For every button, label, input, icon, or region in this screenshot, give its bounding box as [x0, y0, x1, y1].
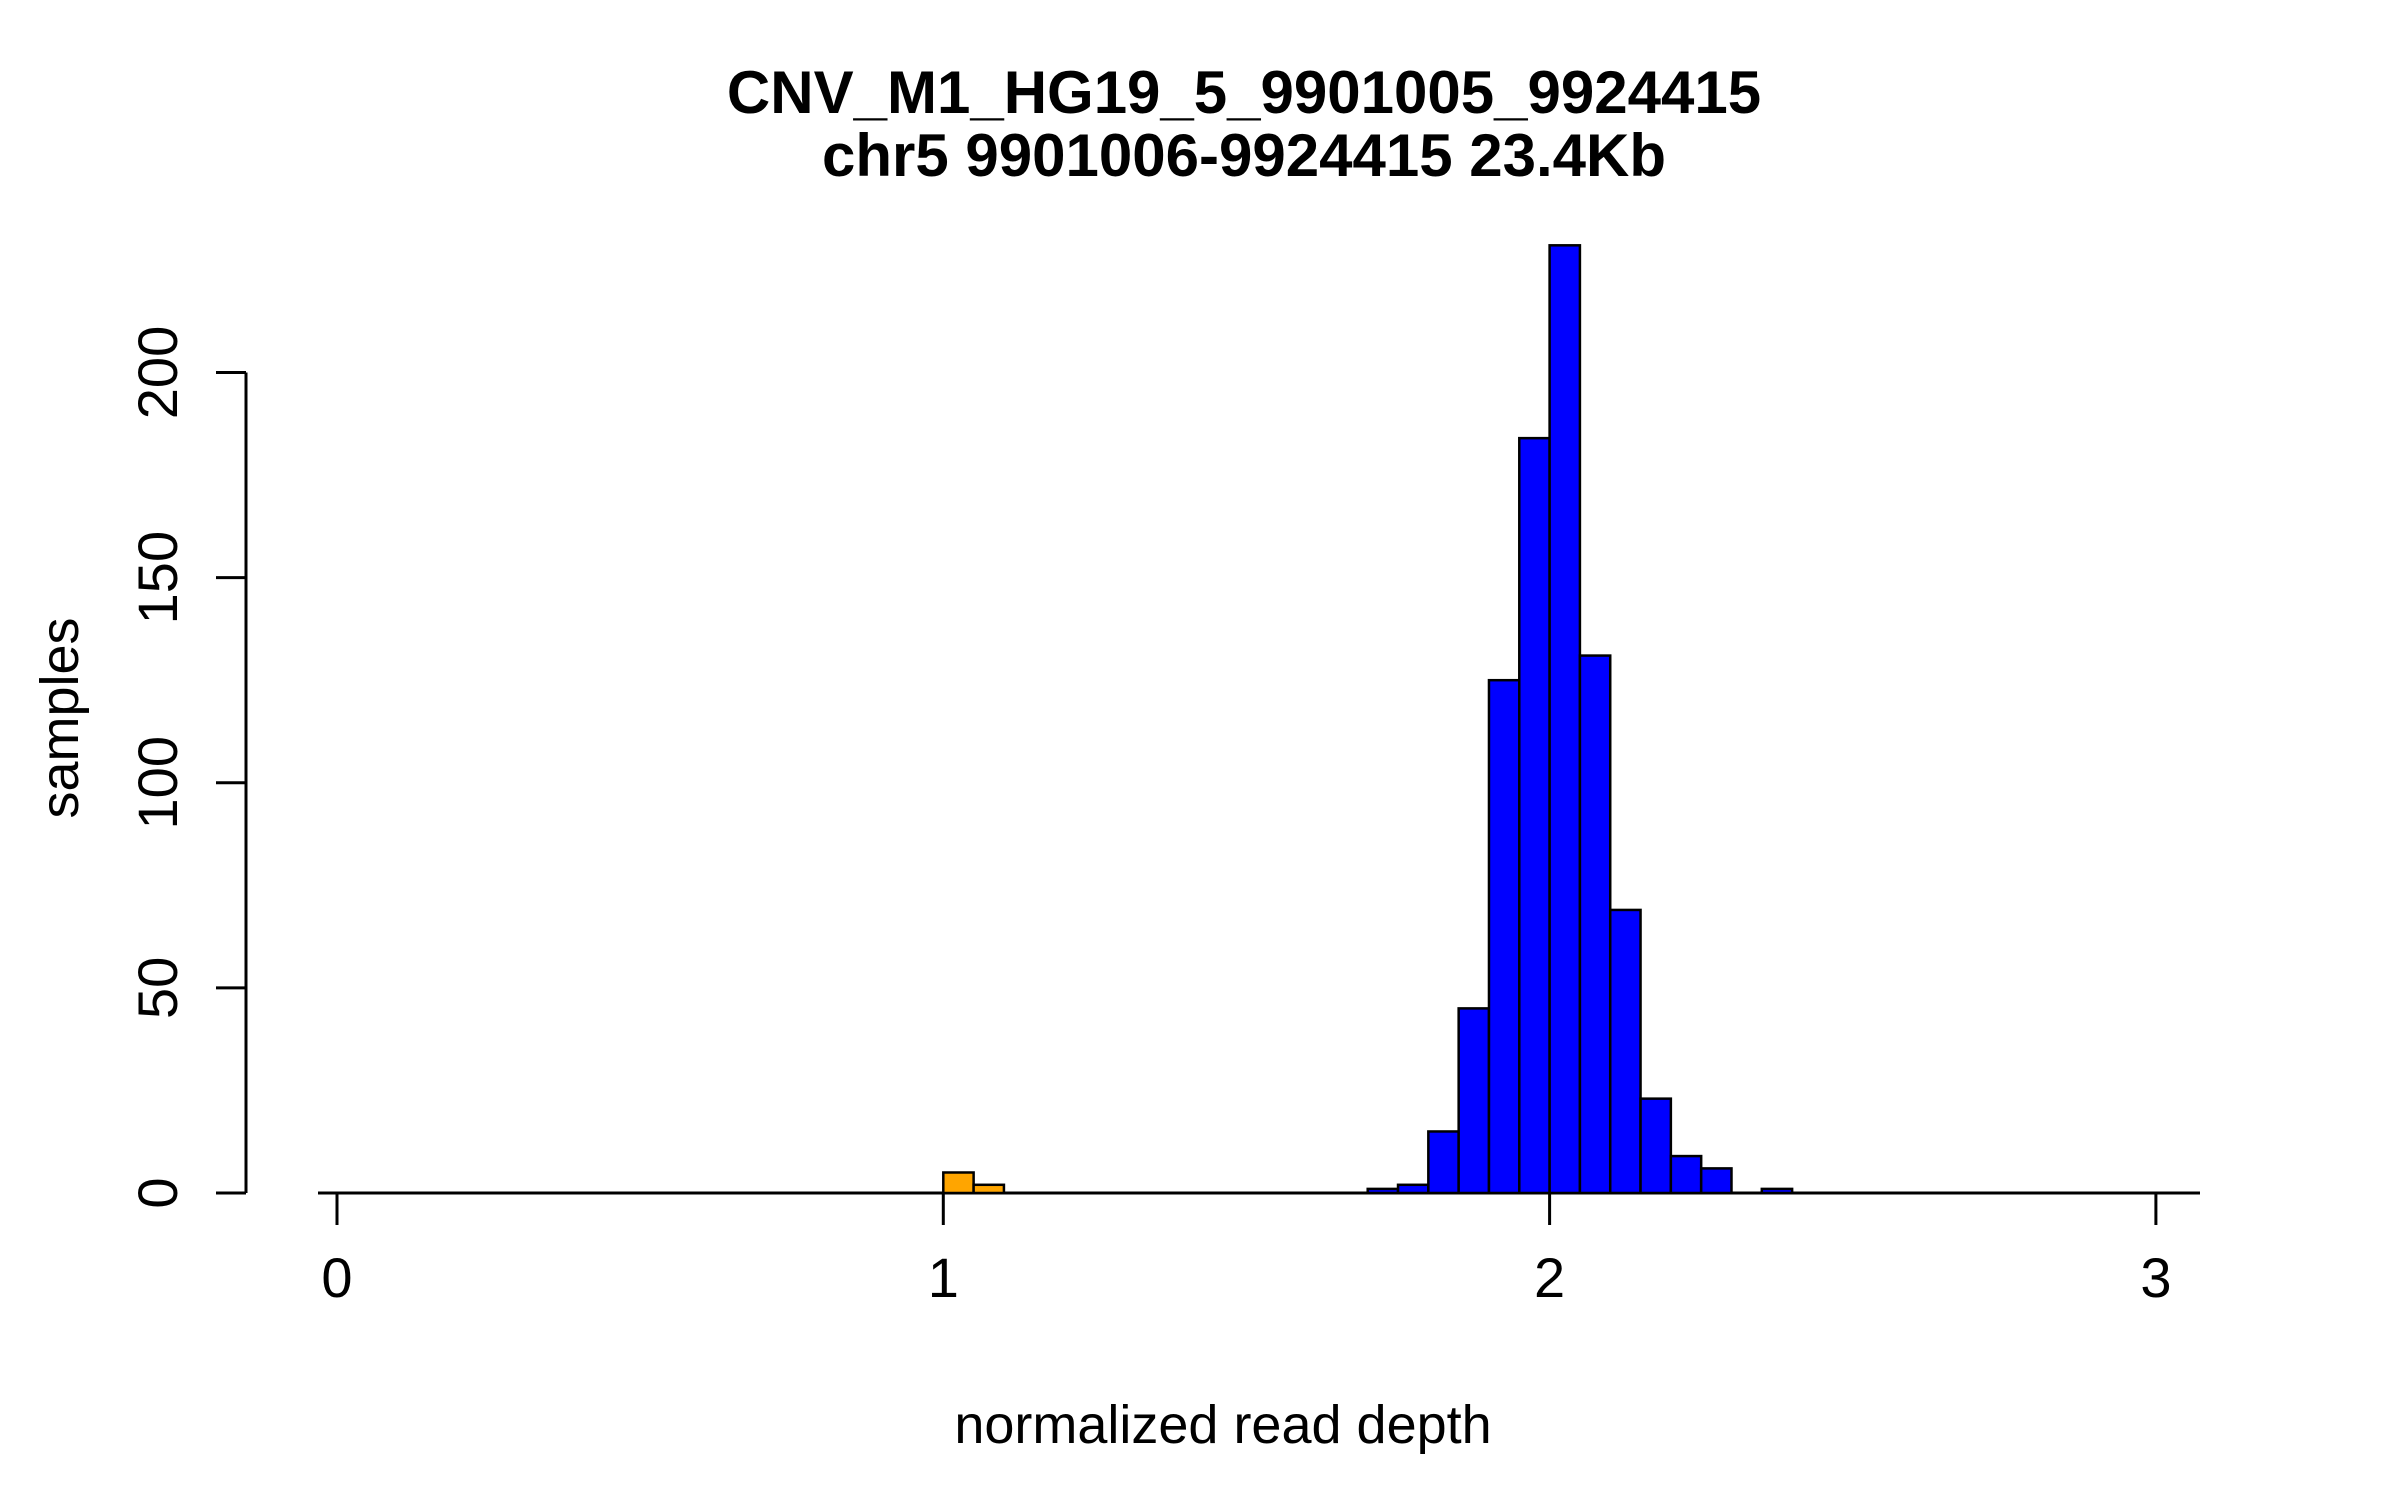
chart-title: CNV_M1_HG19_5_9901005_9924415: [727, 59, 1761, 126]
histogram-bar: [1669, 1154, 1703, 1195]
histogram-bar: [1487, 678, 1521, 1195]
chart-subtitle: chr5 9901006-9924415 23.4Kb: [822, 122, 1666, 189]
axes: 0 50 100 150 200 0 1 2 3: [126, 326, 2200, 1309]
histogram-bar: [972, 1183, 1006, 1195]
histogram-bar: [1457, 1007, 1491, 1195]
y-axis-label: samples: [30, 617, 90, 818]
x-tick-label: 3: [2140, 1246, 2171, 1309]
y-tick-label: 0: [126, 1177, 189, 1208]
histogram-bar: [1427, 1130, 1460, 1195]
histogram-bar: [1578, 654, 1612, 1195]
histogram-bar: [1699, 1167, 1733, 1195]
histogram-bars: [942, 244, 1794, 1195]
histogram-bar: [1639, 1097, 1673, 1195]
histogram-bar: [1396, 1183, 1430, 1195]
x-tick-label: 0: [321, 1246, 352, 1309]
histogram-bar: [1548, 244, 1582, 1195]
y-tick-label: 50: [126, 957, 189, 1019]
histogram-bar: [942, 1171, 975, 1195]
y-tick-label: 150: [126, 531, 189, 624]
histogram-bar: [1760, 1187, 1794, 1195]
x-axis-label: normalized read depth: [954, 1395, 1491, 1455]
y-tick-label: 200: [126, 326, 189, 419]
y-tick-label: 100: [126, 736, 189, 829]
histogram-bar: [1518, 436, 1551, 1195]
histogram-bar: [1366, 1187, 1400, 1195]
x-tick-label: 2: [1534, 1246, 1565, 1309]
histogram-bar: [1608, 908, 1642, 1195]
x-tick-label: 1: [928, 1246, 959, 1309]
